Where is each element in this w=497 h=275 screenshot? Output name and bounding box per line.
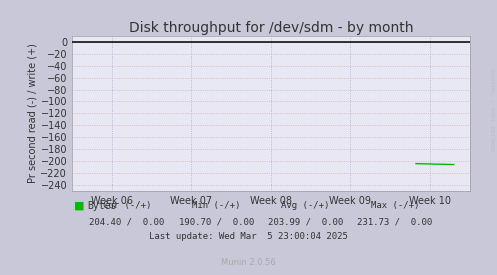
Text: Max (-/+): Max (-/+) [371,201,419,210]
Text: Munin 2.0.56: Munin 2.0.56 [221,258,276,267]
Text: Min (-/+): Min (-/+) [192,201,241,210]
Text: Bytes: Bytes [87,201,116,211]
Text: RRDTOOL / TOBI OETIKER: RRDTOOL / TOBI OETIKER [490,69,495,151]
Text: Cur (-/+): Cur (-/+) [102,201,151,210]
Title: Disk throughput for /dev/sdm - by month: Disk throughput for /dev/sdm - by month [129,21,413,35]
Text: 231.73 /  0.00: 231.73 / 0.00 [357,217,433,226]
Text: 190.70 /  0.00: 190.70 / 0.00 [178,217,254,226]
Text: Avg (-/+): Avg (-/+) [281,201,330,210]
Text: Last update: Wed Mar  5 23:00:04 2025: Last update: Wed Mar 5 23:00:04 2025 [149,232,348,241]
Y-axis label: Pr second read (-) / write (+): Pr second read (-) / write (+) [28,43,38,183]
Text: 204.40 /  0.00: 204.40 / 0.00 [89,217,165,226]
Text: 203.99 /  0.00: 203.99 / 0.00 [268,217,343,226]
Text: ■: ■ [74,201,84,211]
